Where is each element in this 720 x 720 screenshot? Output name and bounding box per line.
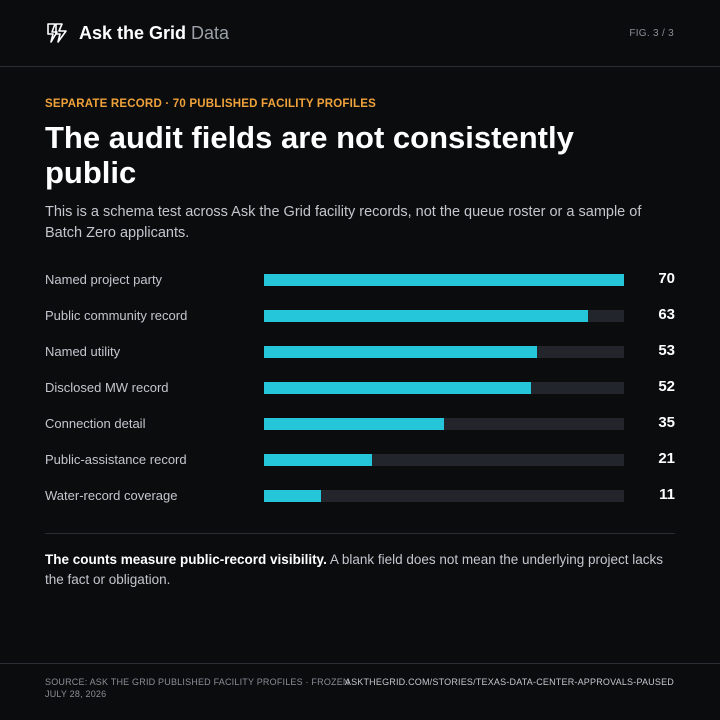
divider <box>45 533 675 534</box>
bar <box>264 310 588 322</box>
story-link[interactable]: ASKTHEGRID.COM/STORIES/TEXAS-DATA-CENTER… <box>344 677 674 687</box>
note-strong: The counts measure public-record visibil… <box>45 552 327 567</box>
bar-track <box>264 382 624 394</box>
bar-row: Connection detail 35 <box>45 406 675 442</box>
bar-track <box>264 418 624 430</box>
brand-name: Ask the Grid <box>79 23 187 43</box>
bar-label: Connection detail <box>45 416 146 431</box>
bar-value: 53 <box>658 342 675 359</box>
brand-sub: Data <box>191 23 230 43</box>
note: The counts measure public-record visibil… <box>45 550 675 590</box>
bar-label: Named project party <box>45 272 163 287</box>
lightning-bolt-icon <box>47 23 67 43</box>
brand[interactable]: Ask the Grid Data <box>79 22 229 44</box>
bar-track <box>264 454 624 466</box>
bar <box>264 382 531 394</box>
bar-label: Named utility <box>45 344 121 359</box>
figure-counter: FIG. 3 / 3 <box>629 28 674 39</box>
bar-value: 63 <box>658 306 675 323</box>
note-text: A blank field does not mean the underlyi… <box>45 552 664 587</box>
bar-value: 21 <box>658 450 675 467</box>
dek: This is a schema test across Ask the Gri… <box>45 204 642 241</box>
bar <box>264 346 537 358</box>
bar-row: Named project party 70 <box>45 262 675 298</box>
source-note: SOURCE: ASK THE GRID PUBLISHED FACILITY … <box>45 677 350 699</box>
bar-track <box>264 274 624 286</box>
bar-chart: Named project party 70 Public community re… <box>45 262 675 514</box>
bar-row: Public community record 63 <box>45 298 675 334</box>
bar-value: 35 <box>658 414 675 431</box>
kicker: SEPARATE RECORD · 70 PUBLISHED FACILITY … <box>45 98 376 110</box>
bar-track <box>264 310 624 322</box>
bar-row: Water-record coverage 11 <box>45 478 675 514</box>
site-header: Ask the Grid Data FIG. 3 / 3 <box>0 0 720 67</box>
bar <box>264 274 624 286</box>
bar <box>264 490 321 502</box>
bar <box>264 454 372 466</box>
bar-track <box>264 490 624 502</box>
bar-value: 70 <box>658 270 675 287</box>
footer: SOURCE: ASK THE GRID PUBLISHED FACILITY … <box>0 663 720 720</box>
bar-value: 11 <box>659 486 675 503</box>
bar-track <box>264 346 624 358</box>
bar-value: 52 <box>658 378 675 395</box>
bar-row: Disclosed MW record 52 <box>45 370 675 406</box>
bar-label: Water-record coverage <box>45 488 178 503</box>
headline: The audit fields are not consistently pu… <box>45 120 574 190</box>
bar-row: Public-assistance record 21 <box>45 442 675 478</box>
bar-label: Public-assistance record <box>45 452 187 467</box>
bar-label: Disclosed MW record <box>45 380 169 395</box>
bar-row: Named utility 53 <box>45 334 675 370</box>
bar <box>264 418 444 430</box>
bar-label: Public community record <box>45 308 188 323</box>
